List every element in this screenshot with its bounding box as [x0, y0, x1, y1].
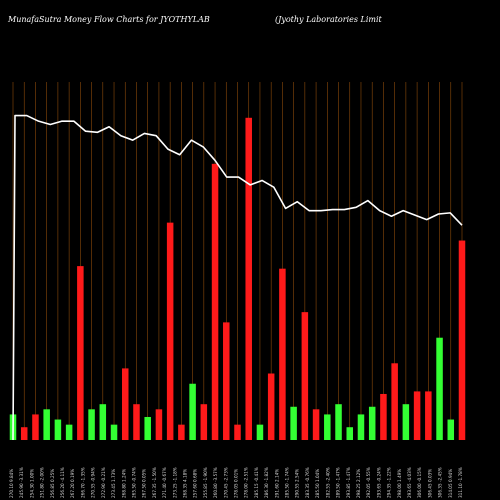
flow-bar — [380, 393, 387, 440]
x-tick-label: 278.05 0.01% — [234, 469, 239, 498]
x-tick-label: 251.80 -2.00% — [40, 467, 45, 498]
flow-bar — [43, 409, 50, 440]
x-tick-label: 255.85 -1.90% — [203, 467, 208, 498]
flow-bars — [9, 117, 466, 441]
x-tick-label: 270.35 -0.94% — [91, 467, 96, 498]
x-tick-label: 254.30 1.00% — [29, 469, 34, 498]
x-tick-label: 273.25 -1.18% — [172, 467, 177, 498]
x-tick-label: 268.35 4.18% — [182, 469, 187, 498]
x-tick-label: 285.15 -0.41% — [254, 467, 259, 498]
flow-bar — [458, 240, 466, 440]
x-tick-label: 260.80 -3.57% — [213, 467, 218, 498]
flow-bar — [245, 117, 252, 441]
flow-bar — [200, 404, 208, 440]
flow-bar — [166, 222, 174, 440]
flow-bar — [189, 383, 196, 440]
x-tick-label: 298.00 1.49% — [397, 469, 402, 498]
flow-bar — [65, 424, 73, 440]
x-tick-label: 306.45 0.03% — [427, 469, 432, 498]
x-tick-label: 289.50 -1.47% — [336, 467, 341, 498]
x-tick-label: 272.90 -0.21% — [101, 467, 106, 498]
price-line — [12, 114, 463, 441]
flow-bar — [32, 414, 39, 440]
flow-bar — [178, 424, 185, 440]
x-tick-label: 306.00 -0.15% — [417, 467, 422, 498]
flow-bar — [413, 391, 421, 440]
x-tick-label: 298.25 2.12% — [356, 469, 361, 498]
flow-bar — [324, 414, 331, 440]
flow-bar — [234, 424, 241, 440]
x-tick-label: 285.50 -1.74% — [285, 467, 290, 498]
flow-bar — [447, 419, 455, 440]
x-tick-label: 267.50 0.05% — [142, 469, 147, 498]
x-tick-label: 271.40 -0.67% — [162, 467, 167, 498]
x-tick-label: 292.05 -0.55% — [366, 467, 371, 498]
flow-bar — [368, 406, 376, 440]
flow-bar — [391, 363, 398, 440]
flow-bar — [211, 163, 219, 441]
x-tick-label: 293.65 -4.03% — [407, 467, 412, 498]
flow-bar — [256, 424, 264, 440]
flow-bar — [346, 427, 354, 440]
flow-bar — [110, 424, 118, 440]
flow-bar — [357, 414, 365, 440]
x-tick-label: 270.45 -2.73% — [223, 467, 228, 498]
x-tick-label: 256.20 -4.11% — [60, 467, 65, 498]
flow-bar — [223, 322, 230, 440]
x-tick-label: 283.35 -0.76% — [305, 467, 310, 498]
x-tick-label: 282.55 -2.40% — [325, 467, 330, 498]
flow-bar — [267, 373, 275, 440]
x-tick-label: 245.90 -3.31% — [19, 467, 24, 498]
x-tick-label: 266.70 -1.35% — [80, 467, 85, 498]
x-tick-label: 290.55 2.54% — [295, 469, 300, 498]
x-tick-label: 291.60 2.14% — [274, 469, 279, 498]
x-tick-label: 256.85 0.25% — [50, 469, 55, 498]
x-tick-label: 306.35 -2.45% — [438, 467, 443, 498]
flow-bar — [54, 419, 62, 440]
x-tick-label: 285.50 1.04% — [315, 469, 320, 498]
flow-bar — [133, 404, 140, 440]
flow-bar — [335, 404, 342, 440]
x-tick-label: 270.10 9.84% — [9, 469, 14, 498]
flow-bar — [99, 404, 107, 440]
x-tick-label: 278.00 -2.51% — [244, 467, 249, 498]
flow-bar — [425, 391, 432, 440]
chart-title: MunafaSutra Money Flow Charts for JYOTHY… — [7, 15, 210, 24]
flow-bar — [121, 368, 129, 440]
x-tick-label: 311.10 -1.78% — [458, 467, 463, 498]
flow-bar — [402, 404, 410, 440]
flow-bar — [155, 409, 163, 440]
flow-bar — [144, 416, 151, 440]
x-tick-label: 267.20 0.19% — [70, 469, 75, 498]
flow-bar — [20, 427, 28, 440]
x-tick-labels: 270.10 9.84% 245.90 -3.31% 254.30 1.00% 251… — [9, 467, 463, 498]
flow-bar — [88, 409, 95, 440]
x-tick-label: 293.85 -1.47% — [346, 467, 351, 498]
x-tick-label: 293.65 -0.24% — [376, 467, 381, 498]
flow-bar — [436, 337, 443, 440]
chart-subtitle: (Jyothy Laboratories Limit — [275, 15, 383, 24]
flow-bar — [312, 409, 320, 440]
flow-bar — [290, 406, 297, 440]
flow-bar — [77, 266, 84, 440]
flow-bar — [301, 312, 309, 440]
x-tick-label: 268.80 1.24% — [121, 469, 126, 498]
x-tick-label: 294.35 -1.22% — [387, 467, 392, 498]
x-tick-label: 314.05 0.94% — [448, 469, 453, 498]
x-tick-label: 265.50 -0.74% — [131, 467, 136, 498]
x-tick-label: 257.60 0.68% — [193, 469, 198, 498]
x-tick-label: 286.30 -1.82% — [264, 467, 269, 498]
flow-bar — [279, 268, 286, 440]
x-tick-label: 267.35 -1.50% — [152, 467, 157, 498]
x-tick-label: 273.45 1.73% — [111, 469, 116, 498]
